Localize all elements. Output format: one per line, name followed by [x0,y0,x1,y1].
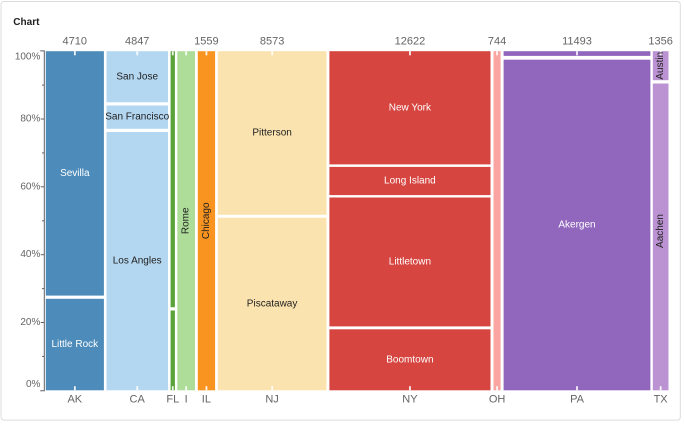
svg-text:4710: 4710 [63,36,87,48]
svg-text:1356: 1356 [648,36,672,48]
svg-text:Chart: Chart [13,17,40,28]
svg-text:TX: TX [654,394,669,406]
svg-text:Piscataway: Piscataway [247,299,298,310]
svg-text:New York: New York [389,102,432,113]
svg-text:20%: 20% [20,317,40,328]
svg-text:11493: 11493 [562,36,592,48]
svg-text:4847: 4847 [125,36,149,48]
svg-text:100%: 100% [15,52,41,63]
svg-text:San Jose: San Jose [116,71,158,82]
svg-text:1559: 1559 [194,36,218,48]
svg-text:40%: 40% [20,249,40,260]
svg-text:8573: 8573 [260,36,284,48]
svg-text:Boomtown: Boomtown [386,354,433,365]
svg-text:Sevilla: Sevilla [60,168,90,179]
svg-text:FL: FL [166,394,179,406]
svg-text:12622: 12622 [395,36,426,48]
svg-text:Aachen: Aachen [655,214,666,248]
svg-text:60%: 60% [20,181,40,192]
svg-text:NJ: NJ [265,394,278,406]
svg-text:San Francisco: San Francisco [105,112,169,123]
svg-text:Pitterson: Pitterson [252,128,291,139]
svg-text:CA: CA [130,394,146,406]
svg-text:80%: 80% [20,114,40,125]
svg-text:NY: NY [402,394,418,406]
svg-text:Rome: Rome [181,207,192,234]
svg-text:Little Rock: Little Rock [51,339,99,350]
svg-text:0%: 0% [26,379,41,390]
svg-text:IL: IL [202,394,211,406]
svg-text:744: 744 [488,36,506,48]
svg-text:Littletown: Littletown [389,256,431,267]
svg-text:Los Angles: Los Angles [113,256,162,267]
svg-text:Chicago: Chicago [201,202,212,239]
svg-text:PA: PA [570,394,585,406]
svg-text:Austin: Austin [655,52,666,80]
svg-text:OH: OH [489,394,506,406]
svg-text:I: I [185,394,188,406]
svg-text:AK: AK [67,394,82,406]
svg-text:Long Island: Long Island [384,176,436,187]
svg-text:Akergen: Akergen [558,220,595,231]
